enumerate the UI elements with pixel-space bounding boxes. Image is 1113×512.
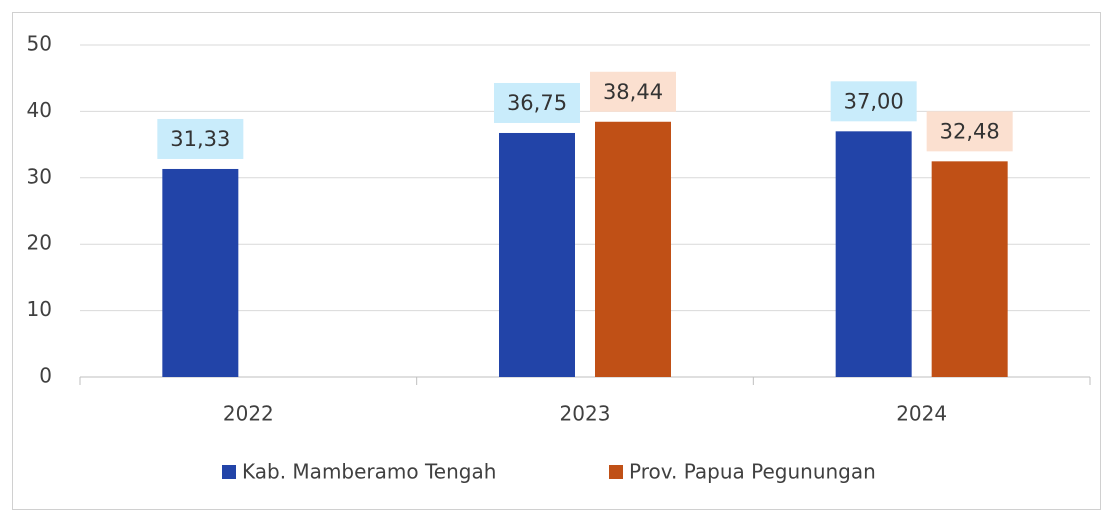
legend-label: Prov. Papua Pegunungan bbox=[629, 460, 876, 484]
value-label: 38,44 bbox=[603, 80, 663, 104]
legend-swatch bbox=[222, 465, 236, 479]
value-label-bg bbox=[157, 118, 244, 159]
x-tick-label: 2024 bbox=[896, 402, 947, 426]
y-tick-label: 40 bbox=[27, 98, 52, 122]
legend-swatch bbox=[609, 465, 623, 479]
y-tick-label: 50 bbox=[27, 32, 52, 56]
x-tick-label: 2022 bbox=[223, 402, 274, 426]
value-label-bg bbox=[926, 111, 1013, 152]
value-label: 31,33 bbox=[170, 127, 230, 151]
bar bbox=[499, 132, 575, 377]
value-label: 37,00 bbox=[844, 89, 904, 113]
y-tick-label: 20 bbox=[27, 231, 52, 255]
bar bbox=[835, 131, 912, 377]
legend-label: Kab. Mamberamo Tengah bbox=[242, 460, 496, 484]
y-tick-label: 0 bbox=[39, 364, 52, 388]
value-label-bg bbox=[830, 81, 917, 122]
x-tick-label: 2023 bbox=[560, 402, 611, 426]
value-label-bg bbox=[590, 71, 676, 112]
value-label-bg bbox=[494, 82, 580, 123]
value-label: 36,75 bbox=[507, 91, 567, 115]
y-tick-label: 10 bbox=[27, 297, 52, 321]
bar bbox=[162, 168, 239, 377]
y-tick-label: 30 bbox=[27, 164, 52, 188]
bar bbox=[931, 161, 1008, 377]
bar bbox=[595, 121, 671, 378]
value-label: 32,48 bbox=[940, 119, 1000, 143]
